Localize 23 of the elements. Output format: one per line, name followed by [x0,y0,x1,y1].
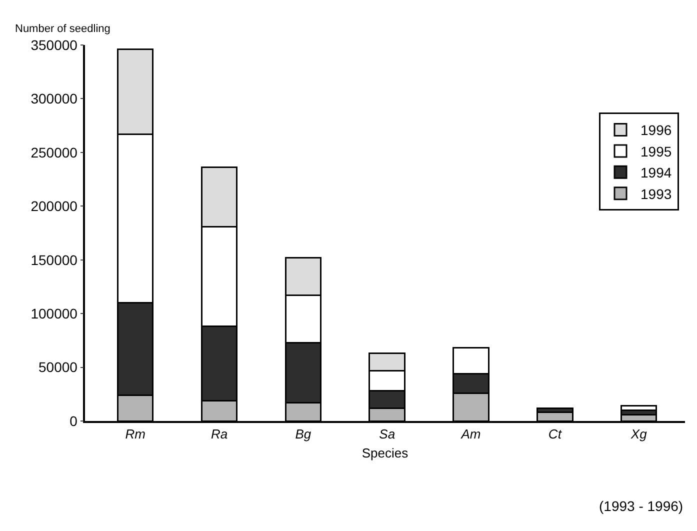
y-tick-label: 250000 [30,144,78,160]
y-tick-label: 50000 [38,359,78,376]
x-tick-label: Xg [630,426,648,442]
x-tick-label: Bg [295,426,312,442]
bar [620,405,658,412]
x-tick-label: Ra [210,426,228,442]
legend-label: 1996 [640,122,672,138]
text: (1993 - 1996) [599,498,684,514]
legend-label: 1993 [640,186,672,202]
legend-label: 1994 [640,164,672,181]
x-tick-label: Ct [548,426,563,442]
y-tick-label: 150000 [30,252,78,268]
x-tick-label: Sa [379,426,396,442]
x-axis-title: Species [362,445,409,460]
y-tick-label: 350000 [30,36,78,53]
y-axis-title: Number of seedling [15,23,110,35]
legend-label: 1995 [640,143,672,160]
y-tick-label: 200000 [30,198,78,214]
x-tick-label: Am [460,426,481,442]
y-tick-label: 100000 [30,305,78,322]
y-tick-label: 0 [70,412,78,429]
x-tick-label: Rm [125,426,146,442]
y-tick-label: 300000 [30,90,78,107]
